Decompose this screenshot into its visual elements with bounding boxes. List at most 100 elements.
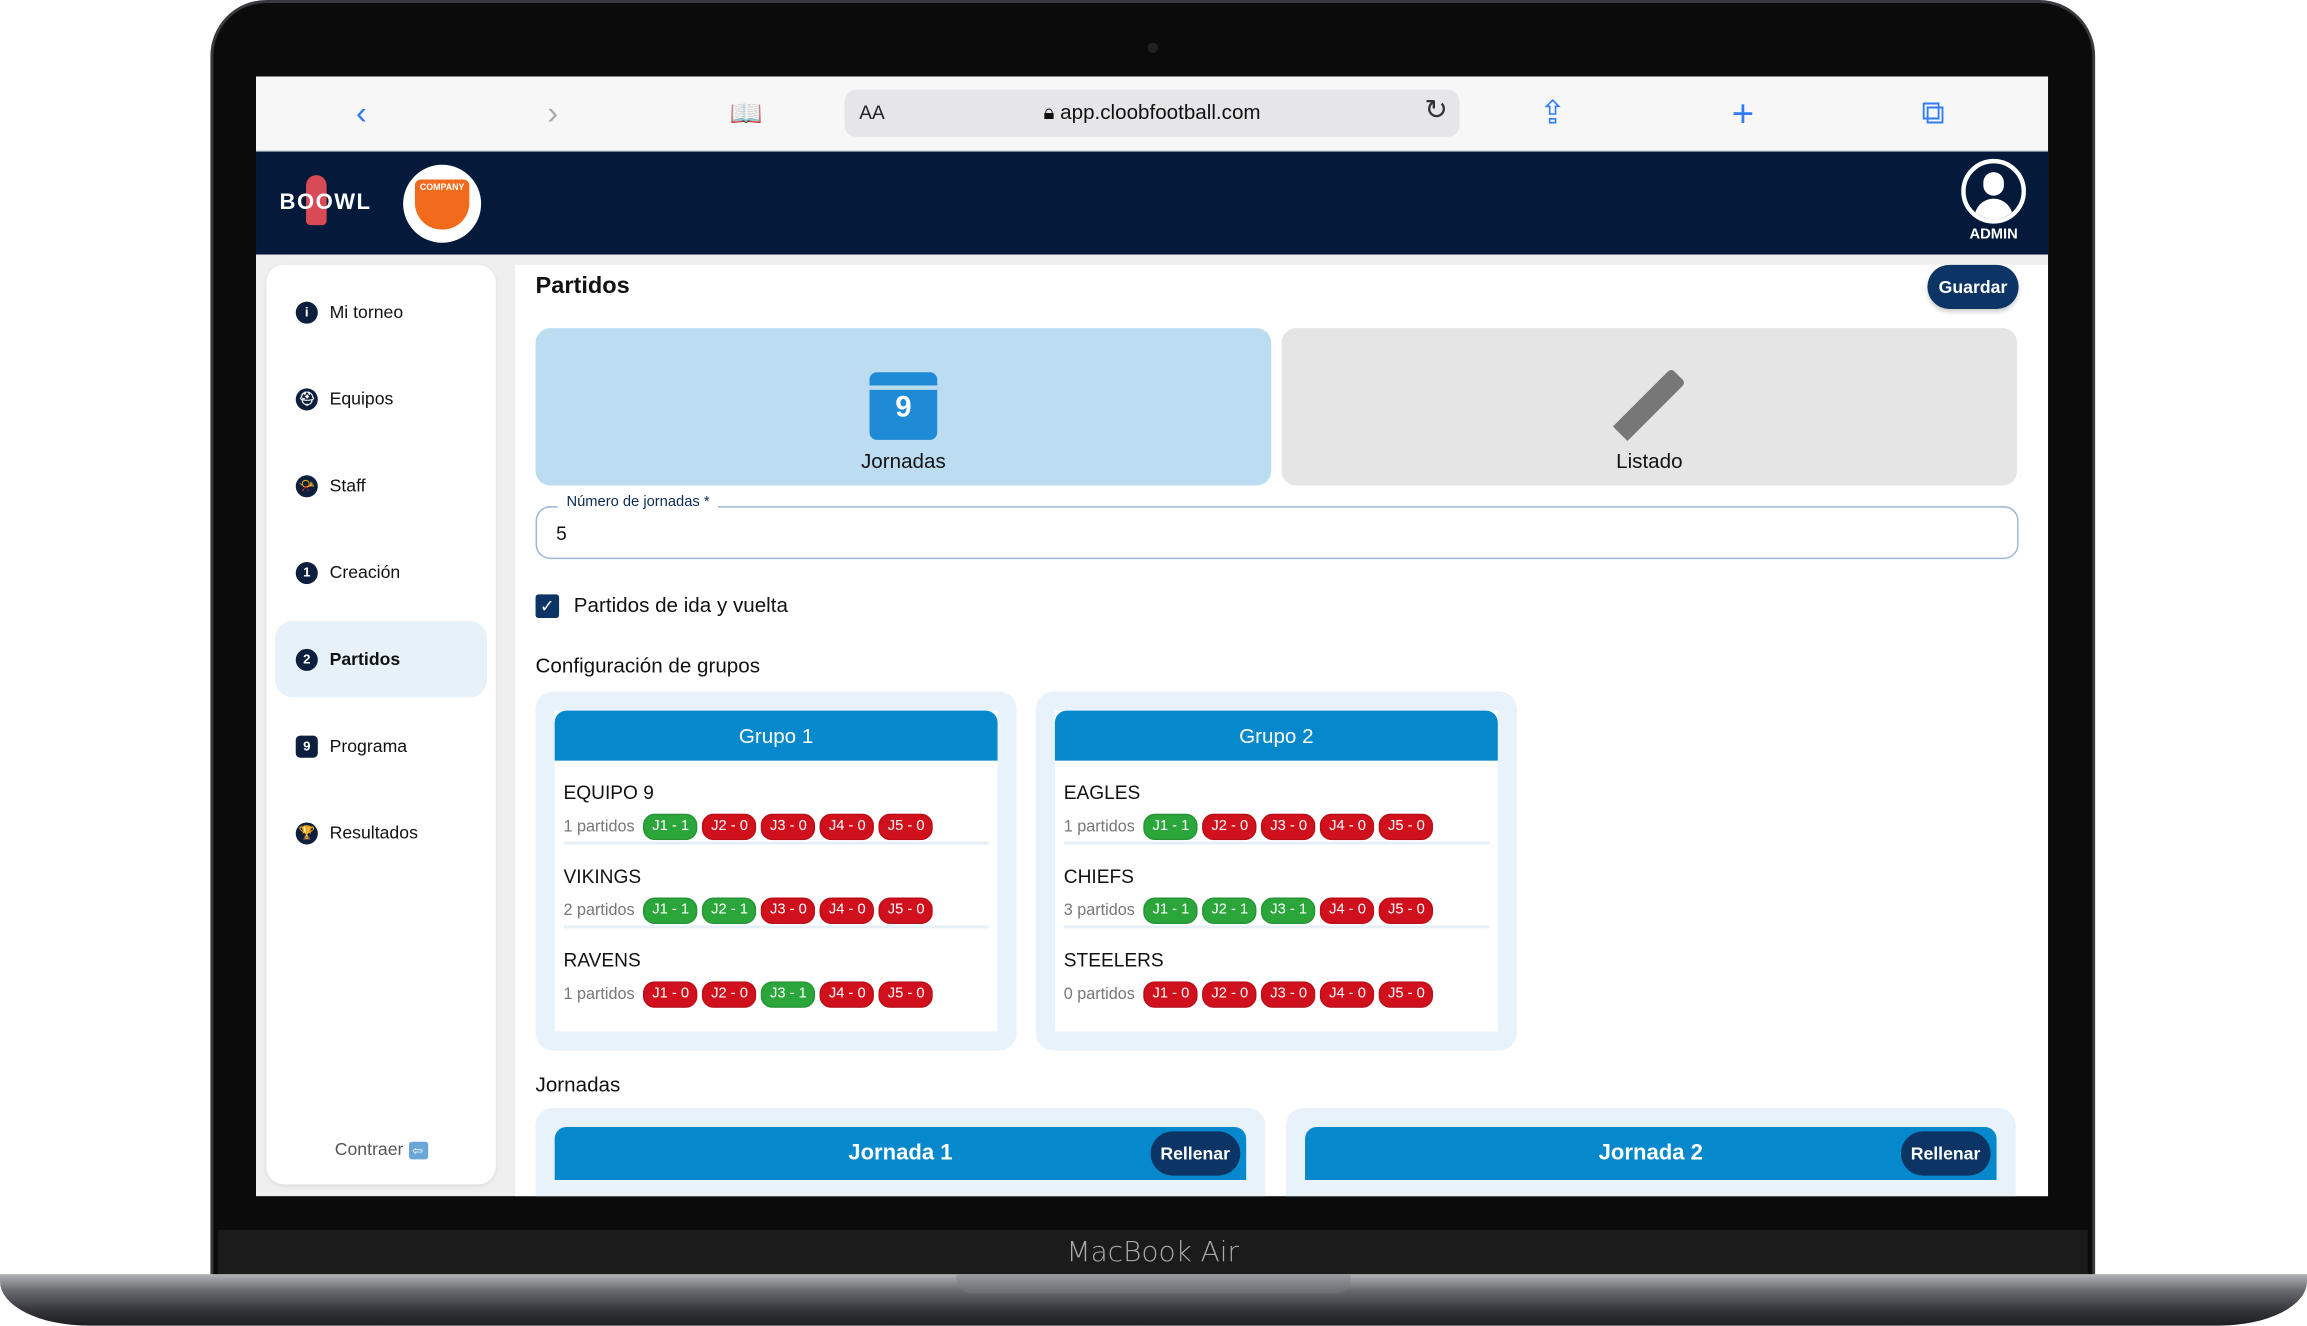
- bookmarks-icon[interactable]: 📖: [729, 98, 763, 129]
- round-card: Jornada 2 Rellenar: [1285, 1107, 2016, 1197]
- round-badge[interactable]: J4 - 0: [820, 813, 875, 841]
- match-count: 2 partidos: [563, 901, 635, 920]
- group-card: Grupo 2 EAGLES 1 partidos J1 - 1 J2 - 0 J3 - …: [1035, 691, 1517, 1051]
- team-row: EAGLES 1 partidos J1 - 1 J2 - 0 J3 - 0 J4 - 0…: [1063, 761, 1489, 845]
- round-card: Jornada 1 Rellenar: [535, 1107, 1266, 1197]
- field-value[interactable]: 5: [556, 522, 567, 545]
- match-count: 1 partidos: [1063, 818, 1135, 836]
- round-badge[interactable]: J5 - 0: [878, 981, 934, 1008]
- round-badge[interactable]: J1 - 1: [1143, 813, 1199, 841]
- sidebar-item-equipos[interactable]: ⛑ Equipos: [275, 360, 487, 437]
- camera: [1147, 42, 1158, 53]
- share-icon[interactable]: ⇪: [1538, 94, 1567, 131]
- round-badge[interactable]: J1 - 1: [643, 813, 698, 841]
- team-name: EAGLES: [1063, 781, 1141, 804]
- sidebar-item-label: Staff: [329, 475, 366, 496]
- group-header: Grupo 1: [554, 710, 998, 761]
- team-logo[interactable]: COMPANY: [403, 164, 482, 243]
- laptop-notch: [956, 1274, 1351, 1294]
- fill-button[interactable]: Rellenar: [1900, 1131, 1991, 1176]
- mode-listado[interactable]: Listado: [1281, 328, 2018, 486]
- sidebar-item-partidos[interactable]: 2 Partidos: [275, 620, 488, 698]
- round-badge[interactable]: J3 - 0: [761, 813, 816, 841]
- team-name: STEELERS: [1063, 948, 1164, 972]
- round-badge[interactable]: J2 - 0: [702, 813, 757, 841]
- sidebar-item-resultados[interactable]: 🏆 Resultados: [275, 795, 487, 872]
- round-badge[interactable]: J1 - 0: [643, 981, 698, 1008]
- pencil-icon: [1612, 368, 1686, 442]
- sidebar-item-mitorneo[interactable]: i Mi torneo: [275, 274, 487, 351]
- round-badge[interactable]: J4 - 0: [1320, 813, 1375, 841]
- address-bar[interactable]: AA 🔒︎ app.cloobfootball.com ↻: [844, 89, 1460, 137]
- match-count: 1 partidos: [563, 818, 635, 836]
- back-icon[interactable]: ‹: [356, 94, 367, 131]
- sidebar-item-icon: 📯: [295, 474, 318, 497]
- sidebar-item-programa[interactable]: 9 Programa: [275, 708, 487, 785]
- round-badge[interactable]: J3 - 0: [1261, 813, 1316, 841]
- round-badge[interactable]: J3 - 1: [761, 981, 816, 1008]
- round-badge[interactable]: J5 - 0: [878, 813, 934, 841]
- round-badge[interactable]: J1 - 1: [643, 897, 698, 924]
- tabs-icon[interactable]: ⧉: [1921, 94, 1945, 131]
- field-label: Número de jornadas *: [557, 494, 719, 511]
- arrow-left-icon: ⇦: [408, 1141, 428, 1160]
- sidebar-item-icon: ⛑: [295, 387, 318, 410]
- round-badge[interactable]: J4 - 0: [1320, 981, 1375, 1008]
- team-name: VIKINGS: [563, 865, 642, 888]
- helmet-avatar-icon: [1961, 158, 2026, 224]
- home-away-checkbox[interactable]: ✓: [535, 594, 560, 618]
- group-header: Grupo 2: [1054, 710, 1498, 761]
- team-row: EQUIPO 9 1 partidos J1 - 1 J2 - 0 J3 - 0 J4 -…: [563, 761, 989, 845]
- round-badge[interactable]: J2 - 0: [1202, 981, 1257, 1008]
- team-row: STEELERS 0 partidos J1 - 0 J2 - 0 J3 - 0 J4 -…: [1064, 928, 1489, 1012]
- round-badge[interactable]: J4 - 0: [820, 981, 875, 1008]
- round-badge[interactable]: J4 - 0: [820, 897, 875, 924]
- round-badge[interactable]: J3 - 1: [1261, 897, 1316, 924]
- owl-shield-icon: COMPANY: [414, 179, 470, 230]
- url-text: app.cloobfootball.com: [1060, 100, 1261, 124]
- app-logo[interactable]: BOOWL: [279, 189, 372, 215]
- forward-icon[interactable]: ›: [547, 94, 559, 131]
- round-badge[interactable]: J2 - 1: [702, 897, 757, 924]
- sidebar-item-label: Resultados: [329, 822, 418, 844]
- round-badge[interactable]: J4 - 0: [1320, 897, 1375, 924]
- rounds-number-field[interactable]: Número de jornadas * 5: [535, 494, 2019, 560]
- device-brand: MacBook Air: [1066, 1235, 1240, 1269]
- round-badge[interactable]: J5 - 0: [1379, 813, 1434, 841]
- mode-label: Listado: [1616, 448, 1683, 473]
- round-badge[interactable]: J2 - 0: [1202, 813, 1257, 841]
- reload-icon[interactable]: ↻: [1424, 95, 1448, 127]
- fill-button[interactable]: Rellenar: [1150, 1131, 1241, 1176]
- rounds-title: Jornadas: [535, 1072, 621, 1097]
- round-badge[interactable]: J2 - 0: [702, 981, 757, 1008]
- team-name: EQUIPO 9: [563, 781, 654, 804]
- round-badge[interactable]: J3 - 0: [1261, 981, 1316, 1008]
- new-tab-icon[interactable]: +: [1731, 91, 1755, 136]
- mode-jornadas[interactable]: 9 Jornadas: [535, 328, 1272, 486]
- round-badge[interactable]: J3 - 0: [761, 897, 816, 924]
- home-away-label: Partidos de ida y vuelta: [573, 592, 788, 617]
- round-badge[interactable]: J2 - 1: [1202, 897, 1257, 924]
- round-name: Jornada 2: [1598, 1140, 1703, 1166]
- app-header: BOOWL COMPANY ADMIN: [256, 151, 2049, 255]
- main-content: Partidos Guardar 9 Jornadas Listado Núme…: [514, 264, 2049, 1197]
- groups-title: Configuración de grupos: [535, 653, 760, 677]
- sidebar-item-label: Mi torneo: [329, 301, 404, 323]
- round-badge[interactable]: J5 - 0: [1379, 981, 1434, 1008]
- round-badge[interactable]: J1 - 1: [1143, 897, 1199, 924]
- round-name: Jornada 1: [848, 1140, 953, 1166]
- save-button[interactable]: Guardar: [1927, 264, 2019, 309]
- round-badge[interactable]: J5 - 0: [878, 897, 934, 924]
- sidebar-item-icon: 9: [295, 734, 318, 757]
- round-badge[interactable]: J5 - 0: [1379, 897, 1434, 924]
- match-count: 3 partidos: [1063, 901, 1135, 920]
- sidebar-item-label: Creación: [329, 562, 401, 583]
- text-size-button[interactable]: AA: [859, 101, 885, 124]
- sidebar-item-creacin[interactable]: 1 Creación: [275, 534, 487, 611]
- sidebar-item-icon: 🏆: [295, 821, 318, 844]
- sidebar-item-staff[interactable]: 📯 Staff: [275, 447, 487, 524]
- collapse-sidebar-button[interactable]: Contraer ⇦: [266, 1139, 496, 1160]
- user-menu[interactable]: ADMIN: [1960, 158, 2028, 243]
- round-badge[interactable]: J1 - 0: [1143, 981, 1199, 1008]
- sidebar-item-icon: i: [295, 300, 318, 323]
